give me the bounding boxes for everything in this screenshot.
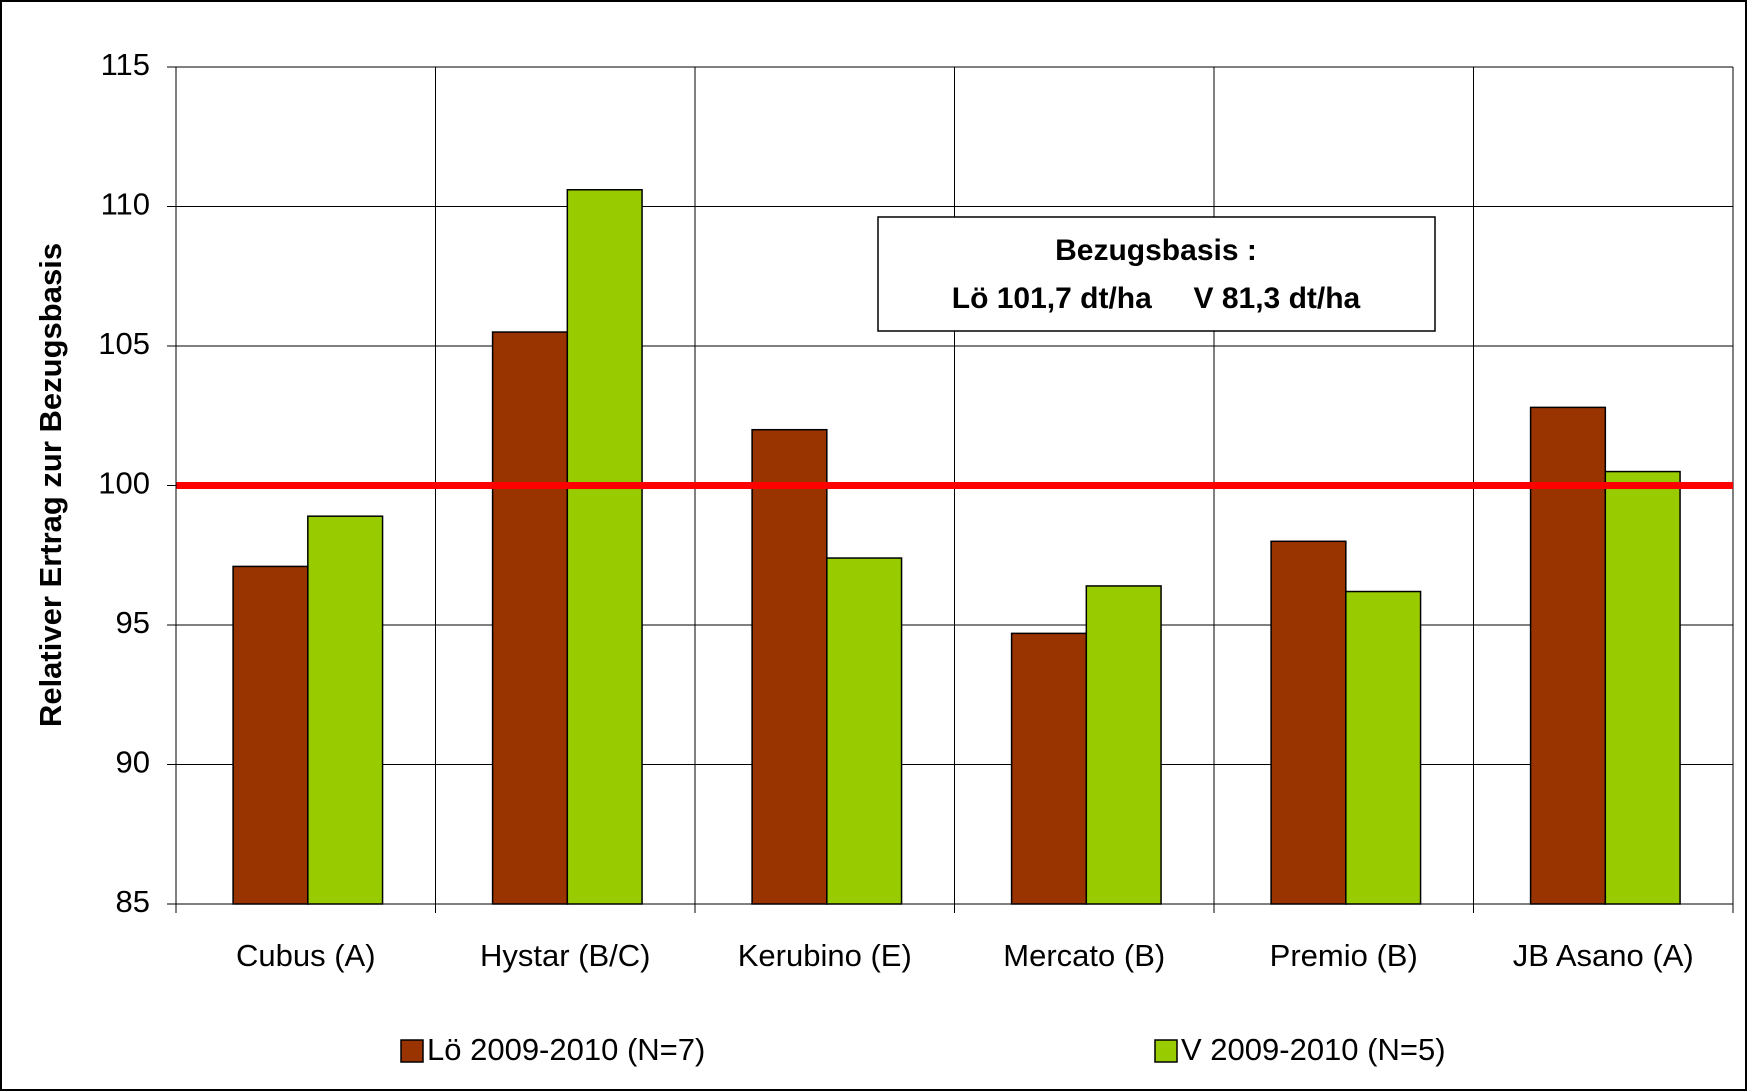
bar xyxy=(826,557,903,905)
bar xyxy=(1529,406,1607,905)
legend-label: V 2009-2010 (N=5) xyxy=(1181,1032,1446,1067)
legend-swatch xyxy=(1154,1039,1178,1063)
y-tick-label: 85 xyxy=(116,884,150,919)
x-tick-label: Cubus (A) xyxy=(236,938,376,973)
y-tick-label: 105 xyxy=(98,326,150,361)
annotation-box xyxy=(877,216,1436,332)
bar xyxy=(307,515,384,905)
bar xyxy=(1345,590,1422,905)
x-tick-label: Mercato (B) xyxy=(1003,938,1165,973)
annotation-text: Bezugsbasis : xyxy=(1055,234,1257,267)
bar xyxy=(491,331,569,905)
bar xyxy=(1010,632,1088,905)
x-tick-label: Hystar (B/C) xyxy=(480,938,651,973)
bar xyxy=(1270,540,1347,905)
legend-swatch xyxy=(400,1039,424,1063)
bar xyxy=(1604,470,1681,905)
x-tick-label: Kerubino (E) xyxy=(738,938,912,973)
bar xyxy=(566,189,643,905)
bar xyxy=(232,565,309,905)
y-tick-label: 95 xyxy=(116,605,150,640)
y-axis-label: Relativer Ertrag zur Bezugsbasis xyxy=(33,243,68,727)
y-tick-label: 110 xyxy=(101,187,150,222)
legend-label: Lö 2009-2010 (N=7) xyxy=(427,1032,705,1067)
bar xyxy=(1085,585,1162,905)
annotation-text: Lö 101,7 dt/ha V 81,3 dt/ha xyxy=(952,282,1361,315)
y-tick-label: 100 xyxy=(98,466,150,501)
y-tick-label: 90 xyxy=(116,745,150,780)
x-tick-label: Premio (B) xyxy=(1270,938,1418,973)
bar xyxy=(751,428,828,905)
x-tick-label: JB Asano (A) xyxy=(1513,938,1694,973)
y-tick-label: 115 xyxy=(101,47,150,82)
